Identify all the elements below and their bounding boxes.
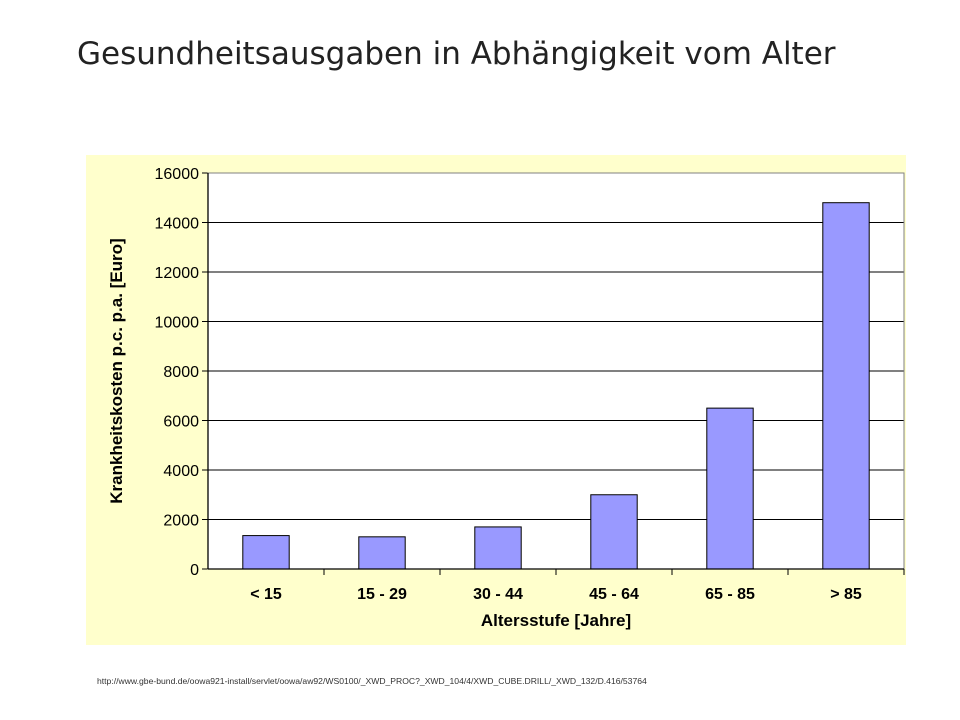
axes [202, 172, 905, 575]
bar-5 [822, 202, 870, 570]
y-tick-label: 10000 [155, 315, 200, 332]
bar-chart: 0 2000 4000 6000 8000 10000 12000 14000 16000 < … [86, 155, 906, 645]
source-url: http://www.gbe-bund.de/oowa921-install/s… [97, 676, 647, 686]
y-tick-label: 14000 [155, 216, 200, 233]
y-tick-label: 2000 [163, 513, 199, 530]
chart-panel: 0 2000 4000 6000 8000 10000 12000 14000 16000 < … [86, 155, 906, 645]
slide-title: Gesundheitsausgaben in Abhängigkeit vom … [77, 36, 836, 72]
x-tick-label: 65 - 85 [705, 586, 755, 603]
x-tick-label: < 15 [250, 586, 282, 603]
y-tick-label: 12000 [155, 265, 200, 282]
bar-4 [706, 407, 754, 570]
y-tick-label: 4000 [163, 463, 199, 480]
y-tick-label: 16000 [155, 166, 200, 183]
bar-0 [242, 535, 290, 570]
x-tick-label: 15 - 29 [357, 586, 407, 603]
y-tick-label: 8000 [163, 364, 199, 381]
bar-3 [590, 494, 638, 570]
bars [242, 202, 870, 570]
bar-2 [474, 526, 522, 570]
y-tick-label: 0 [190, 562, 199, 579]
x-tick-label: 45 - 64 [589, 586, 639, 603]
y-axis-title: Krankheitskosten p.c. p.a. [Euro] [107, 238, 126, 503]
x-tick-labels: < 15 15 - 29 30 - 44 45 - 64 65 - 85 > 85 [250, 586, 862, 603]
bar-1 [358, 536, 406, 570]
x-tick-label: > 85 [830, 586, 862, 603]
x-axis-title: Altersstufe [Jahre] [481, 611, 631, 630]
x-tick-label: 30 - 44 [473, 586, 523, 603]
y-tick-label: 6000 [163, 414, 199, 431]
y-tick-labels: 0 2000 4000 6000 8000 10000 12000 14000 16000 [155, 166, 200, 579]
